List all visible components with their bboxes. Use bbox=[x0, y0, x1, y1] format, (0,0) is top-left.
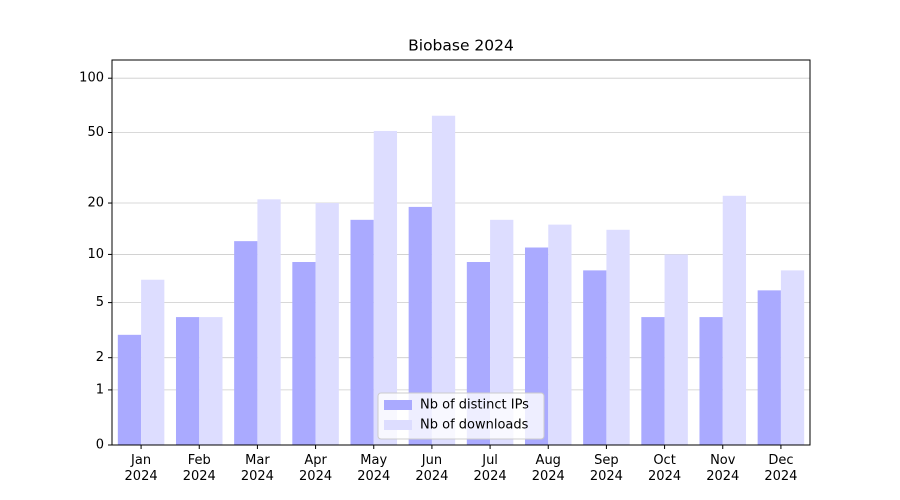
bar bbox=[350, 219, 374, 445]
plot-frame bbox=[111, 59, 811, 446]
x-tick-label: Aug 2024 bbox=[531, 453, 565, 484]
x-tick-label: May 2024 bbox=[357, 453, 391, 484]
bar bbox=[257, 199, 281, 445]
bar bbox=[664, 254, 688, 445]
bar bbox=[408, 206, 432, 445]
legend-swatch bbox=[384, 420, 412, 430]
bar bbox=[175, 317, 200, 445]
x-tick-label: Jan 2024 bbox=[124, 453, 158, 484]
legend-label: Nb of distinct IPs bbox=[420, 398, 529, 413]
bar bbox=[699, 317, 723, 445]
x-tick-label: Sep 2024 bbox=[589, 453, 623, 484]
legend: Nb of distinct IPs Nb of downloads bbox=[377, 392, 545, 440]
y-tick-label: 10 bbox=[87, 247, 104, 262]
x-tick-label: Mar 2024 bbox=[240, 453, 274, 484]
bar bbox=[780, 270, 805, 445]
bar bbox=[606, 229, 630, 445]
legend-label: Nb of downloads bbox=[420, 418, 529, 433]
x-tick-label: Jul 2024 bbox=[473, 453, 507, 484]
y-tick-label: 20 bbox=[87, 196, 104, 211]
bar bbox=[431, 115, 456, 445]
bar bbox=[373, 130, 398, 445]
y-tick-label: 5 bbox=[96, 295, 104, 310]
bar bbox=[234, 241, 258, 445]
x-tick-label: Nov 2024 bbox=[706, 453, 740, 484]
bar bbox=[641, 317, 665, 445]
legend-box bbox=[377, 392, 545, 440]
bar bbox=[117, 334, 142, 445]
x-tick-label: Apr 2024 bbox=[299, 453, 333, 484]
bar bbox=[722, 195, 747, 445]
bar bbox=[315, 203, 339, 445]
legend-swatch bbox=[384, 400, 412, 410]
y-tick-label: 1 bbox=[96, 382, 104, 397]
x-tick-label: Oct 2024 bbox=[648, 453, 682, 484]
x-tick-label: Dec 2024 bbox=[764, 453, 798, 484]
x-tick-label: Jun 2024 bbox=[415, 453, 449, 484]
chart-title: Biobase 2024 bbox=[408, 37, 514, 55]
y-tick-label: 2 bbox=[96, 350, 104, 365]
bar bbox=[292, 261, 316, 445]
bar bbox=[548, 224, 572, 445]
bar bbox=[141, 279, 165, 445]
y-tick-label: 50 bbox=[87, 125, 104, 140]
bar bbox=[757, 290, 781, 445]
bar bbox=[490, 219, 514, 445]
x-tick-label: Feb 2024 bbox=[182, 453, 216, 484]
bar bbox=[583, 270, 607, 445]
y-tick-label: 0 bbox=[96, 438, 104, 453]
bar bbox=[199, 317, 223, 445]
y-tick-label: 100 bbox=[79, 71, 104, 86]
